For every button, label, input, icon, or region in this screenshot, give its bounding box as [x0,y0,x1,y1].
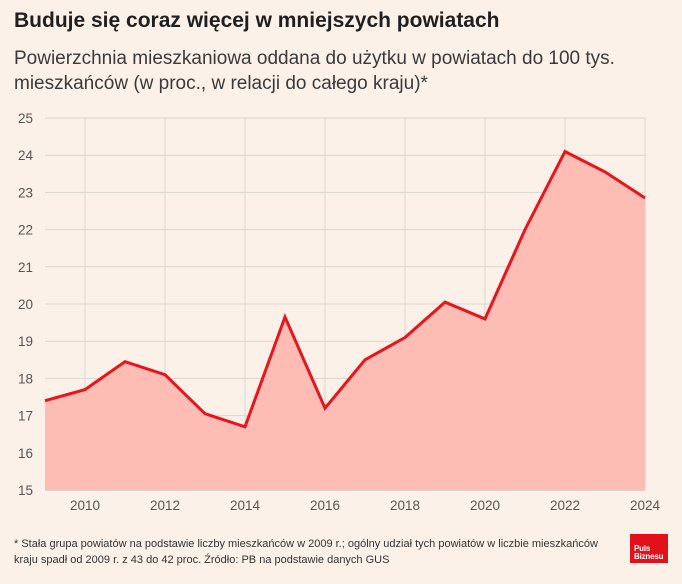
y-tick-label: 23 [18,185,33,200]
y-tick-label: 17 [18,409,33,424]
x-tick-label: 2014 [230,498,261,513]
y-tick-label: 15 [18,483,33,498]
footnote: * Stała grupa powiatów na podstawie licz… [14,538,598,566]
y-tick-label: 19 [18,334,33,349]
series-area [45,151,645,490]
y-tick-label: 20 [18,297,33,312]
y-tick-label: 24 [18,148,34,163]
series-line [44,149,646,429]
x-tick-label: 2022 [550,498,580,513]
y-tick-label: 16 [18,446,33,461]
x-axis-ticks: 2010 2012 2014 2016 2018 2020 2022 2024 [70,498,661,513]
x-tick-label: 2012 [150,498,180,513]
x-tick-label: 2018 [390,498,420,513]
chart-title: Buduje się coraz więcej w mniejszych pow… [14,9,500,32]
logo-line-2: Biznesu [634,552,664,561]
x-tick-label: 2024 [630,498,661,513]
x-tick-label: 2016 [310,498,340,513]
x-tick-label: 2020 [470,498,500,513]
puls-biznesu-logo: Puls Biznesu [630,534,668,563]
y-axis-ticks: 15 16 17 18 19 20 21 22 23 24 25 [18,111,34,498]
chart-subtitle: Powierzchnia mieszkaniowa oddana do użyt… [14,48,615,94]
y-tick-label: 25 [18,111,33,126]
y-tick-label: 22 [18,223,33,238]
y-tick-label: 21 [18,260,33,275]
logo-line-1: Puls [634,544,651,553]
y-tick-label: 18 [18,371,33,386]
x-tick-label: 2010 [70,498,100,513]
